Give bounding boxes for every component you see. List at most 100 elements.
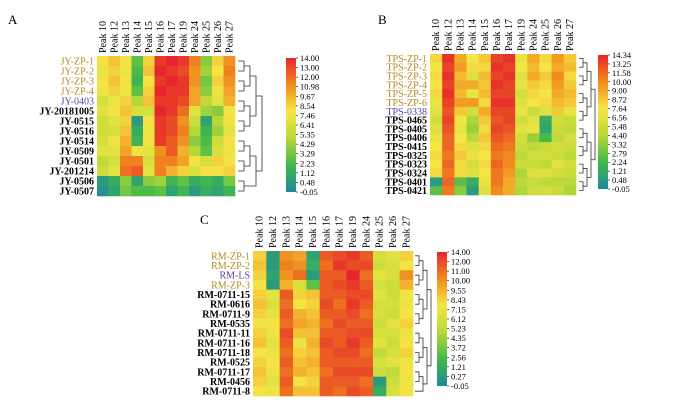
heatmap-cell [386,357,400,368]
heatmap-cell [97,136,109,147]
dendrogram-branch [419,298,424,320]
row-label: RM-ZP-1 [211,251,250,262]
heatmap-cell [189,106,201,117]
dendrogram-branch [415,255,420,266]
heatmap-cell [515,54,528,64]
heatmap-cell [143,66,155,77]
colorbar-tick-label: 7.15 [451,304,466,314]
heatmap-cell [527,98,540,108]
heatmap-cell [319,299,334,310]
heatmap-cell [200,186,213,197]
dendrogram-branch [427,289,432,367]
row-label: TPS-0324 [385,168,427,179]
colorbar-tick-label: 8.43 [451,295,466,305]
heatmap-cell [386,328,400,339]
heatmap-cell [108,166,121,177]
heatmap-cell [306,386,320,397]
heatmap-cell [490,89,504,99]
heatmap-cell [293,299,307,310]
heatmap-cell [143,186,155,197]
heatmap-cell [253,367,267,377]
heatmap-cell [253,289,267,300]
panel-label: A [8,12,18,27]
heatmap-cell [527,71,540,81]
column-header: Peak 16 [492,19,503,51]
heatmap-cell [293,260,307,271]
heatmap-cell [539,186,552,196]
dendrogram-branch [583,168,588,187]
heatmap-cell [346,386,360,397]
heatmap-cell [551,124,565,134]
heatmap-cell [563,62,577,72]
heatmap-cell [515,98,528,108]
heatmap-cell [563,177,577,187]
heatmap-cell [212,176,224,187]
heatmap-cell [563,115,577,125]
heatmap-cell [266,260,280,271]
row-label: TPS-ZP-5 [386,89,427,100]
heatmap-cell [266,367,280,377]
heatmap-cell [154,186,167,197]
colorbar-tick-label: 12.00 [451,257,470,267]
heatmap-cell [442,168,455,178]
heatmap-cell [442,177,455,187]
heatmap-cell [430,159,443,169]
heatmap-cell [333,260,347,271]
heatmap-cell [503,186,516,196]
heatmap-cell [359,309,374,319]
heatmap-cell [503,115,516,125]
heatmap-cell [279,318,294,329]
heatmap-cell [223,156,236,167]
heatmap-cell [373,280,387,290]
heatmap-cell [253,328,267,339]
heatmap-cell [97,146,109,157]
colorbar-tick-label: 6.56 [612,113,627,123]
heatmap-cell [154,66,167,77]
row-label: TPS-0415 [385,142,427,153]
heatmap-cell [442,106,455,116]
heatmap-cell [120,166,132,177]
heatmap-cell [503,168,516,178]
column-header: Peak 19 [178,21,189,53]
heatmap-cell [166,146,178,157]
heatmap-cell [359,367,374,377]
heatmap-cell [539,159,552,169]
heatmap-cell [430,98,443,108]
heatmap-cell [478,159,492,169]
row-label: JY-0507 [59,187,94,198]
dendrogram [579,58,596,191]
colorbar-tick-label: 11.58 [612,68,631,78]
heatmap-cell [166,86,178,97]
colorbar-tick-label: 3.32 [612,139,627,149]
column-header: Peak 26 [388,216,399,248]
heatmap-cell [466,89,479,99]
heatmap-cell [539,115,552,125]
dendrogram-branch [238,80,245,92]
heatmap-cell [279,367,294,377]
heatmap-cell [143,166,155,177]
column-header: Peak 17 [335,216,346,248]
heatmap-cell [515,115,528,125]
heatmap-cell [527,89,540,99]
colorbar-tick-label: 2.23 [300,158,315,168]
dendrogram-branch [579,128,584,139]
row-label: JY-201214 [49,167,94,178]
heatmap-cell [266,280,280,290]
heatmap-cell [551,186,565,196]
heatmap-cell [346,251,360,261]
colorbar-tick-label: 10.00 [451,276,470,286]
heatmap-cell [154,76,167,87]
column-header: Peak 12 [109,21,120,53]
heatmap-cell [466,150,479,161]
heatmap-cell [223,86,236,97]
heatmap-cell [515,177,528,187]
heatmap-cell [490,115,504,125]
heatmap-cell [503,98,516,108]
heatmap-cell [253,338,267,348]
colorbar-tick-label: 3.72 [451,343,466,353]
heatmap-cell [373,260,387,271]
heatmap-cell [454,168,467,178]
dendrogram-branch [244,105,251,127]
heatmap-cell [346,309,360,319]
heatmap-cell [143,126,155,137]
